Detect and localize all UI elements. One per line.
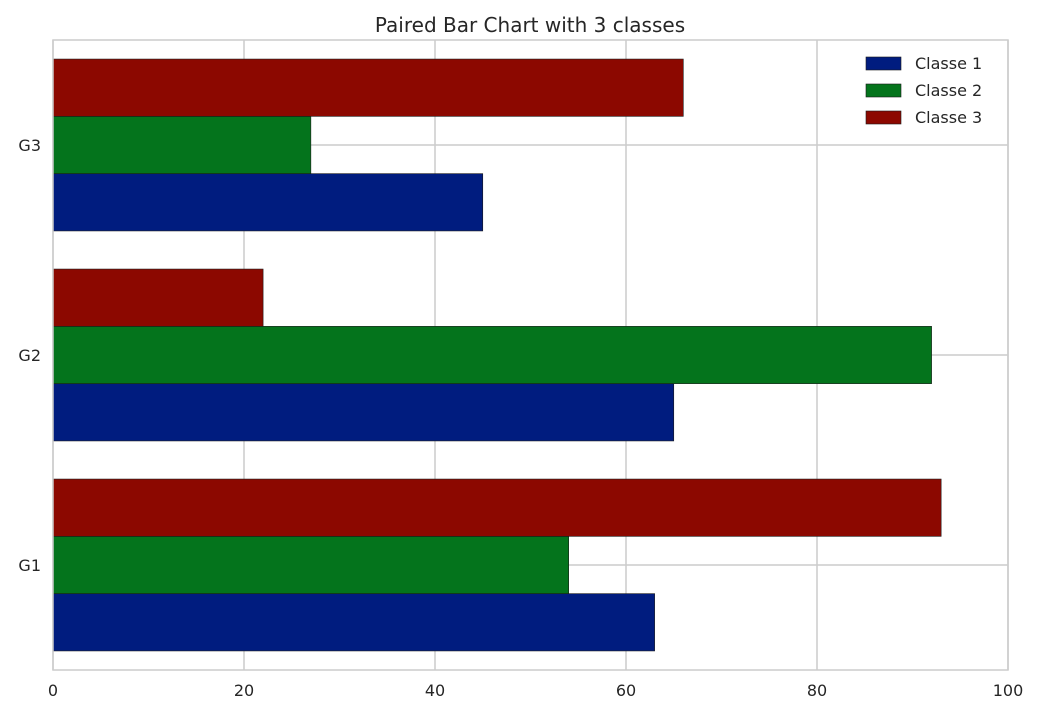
y-tick-labels: G1 G2 G3 xyxy=(18,136,41,575)
chart-title: Paired Bar Chart with 3 classes xyxy=(375,13,685,37)
bar-g2-series-3 xyxy=(52,268,264,327)
bar-g2-series-1 xyxy=(52,383,675,442)
x-tick-label: 100 xyxy=(993,681,1024,700)
legend: Classe 1 Classe 2 Classe 3 xyxy=(865,54,982,127)
bar-g3-series-1 xyxy=(52,173,484,232)
y-tick-label: G2 xyxy=(18,346,41,365)
bar-g3-series-3 xyxy=(52,58,684,117)
x-tick-label: 60 xyxy=(616,681,636,700)
plot-frame xyxy=(52,39,1009,671)
y-tick-label: G1 xyxy=(18,556,41,575)
legend-swatch xyxy=(865,110,902,125)
legend-swatch xyxy=(865,56,902,71)
y-tick-label: G3 xyxy=(18,136,41,155)
x-tick-label: 80 xyxy=(807,681,827,700)
x-tick-label: 0 xyxy=(48,681,58,700)
x-tick-label: 20 xyxy=(234,681,254,700)
bar-g1-series-2 xyxy=(52,536,570,594)
bar-g1-series-1 xyxy=(52,593,655,652)
legend-label: Classe 1 xyxy=(915,54,982,73)
legend-label: Classe 3 xyxy=(915,108,982,127)
x-tick-labels: 0 20 40 60 80 100 xyxy=(48,681,1023,700)
legend-swatch xyxy=(865,83,902,98)
bar-g2-series-2 xyxy=(52,326,932,384)
x-tick-label: 40 xyxy=(425,681,445,700)
bar-g3-series-2 xyxy=(52,116,312,174)
legend-label: Classe 2 xyxy=(915,81,982,100)
bars xyxy=(52,58,942,652)
bar-g1-series-3 xyxy=(52,478,942,537)
